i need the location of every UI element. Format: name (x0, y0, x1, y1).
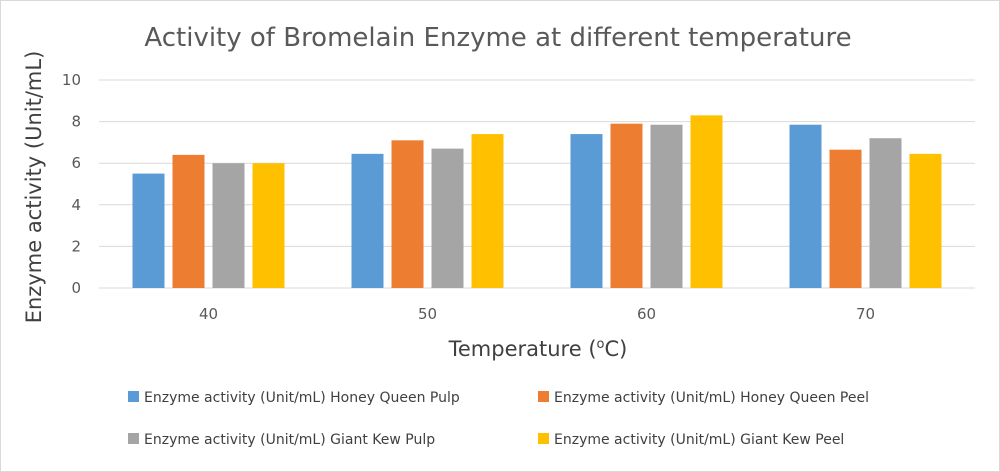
legend-item: Enzyme activity (Unit/mL) Honey Queen Pu… (128, 390, 460, 406)
legend-label: Enzyme activity (Unit/mL) Giant Kew Peel (554, 432, 844, 448)
x-axis-label-main: Temperature ( (448, 337, 597, 361)
bar-series-1-cat-70 (789, 124, 822, 288)
y-tick-label: 6 (71, 154, 81, 172)
bar-series-2-cat-70 (829, 149, 862, 288)
y-tick-label: 8 (71, 113, 81, 131)
x-axis-ticks: 40 50 60 70 (199, 305, 875, 323)
bar-series-3-cat-40 (212, 163, 245, 288)
legend-label: Enzyme activity (Unit/mL) Honey Queen Pe… (554, 390, 869, 406)
legend-swatch (538, 433, 549, 444)
bar-series-3-cat-50 (431, 148, 464, 288)
bar-series-1-cat-40 (132, 173, 165, 288)
gridlines (99, 79, 975, 289)
legend-swatch (538, 391, 549, 402)
x-tick-label: 40 (199, 305, 218, 323)
y-tick-label: 0 (71, 279, 81, 297)
x-axis-label: Temperature (oC) (448, 337, 628, 361)
bar-series-1-cat-50 (351, 153, 384, 288)
bar-series-4-cat-60 (690, 115, 723, 288)
bar-series-1-cat-60 (570, 134, 603, 288)
bar-series-2-cat-40 (172, 154, 205, 288)
legend-label: Enzyme activity (Unit/mL) Giant Kew Pulp (144, 432, 435, 448)
legend-swatch (128, 391, 139, 402)
legend: Enzyme activity (Unit/mL) Honey Queen Pu… (128, 390, 869, 448)
bar-series-2-cat-60 (610, 123, 643, 289)
y-axis-ticks: 0 2 4 6 8 10 (62, 71, 81, 297)
x-axis-label-superscript: o (597, 337, 605, 352)
x-axis-label-suffix: C) (605, 337, 628, 361)
y-tick-label: 2 (71, 237, 81, 255)
bars (132, 115, 942, 289)
y-tick-label: 10 (62, 71, 81, 89)
legend-label: Enzyme activity (Unit/mL) Honey Queen Pu… (144, 390, 460, 406)
legend-item: Enzyme activity (Unit/mL) Honey Queen Pe… (538, 390, 869, 406)
bar-series-4-cat-50 (471, 134, 504, 288)
x-tick-label: 50 (418, 305, 437, 323)
chart-title: Activity of Bromelain Enzyme at differen… (144, 23, 851, 53)
x-tick-label: 60 (637, 305, 656, 323)
bar-series-2-cat-50 (391, 140, 424, 288)
y-tick-label: 4 (71, 196, 81, 214)
bar-series-4-cat-70 (909, 153, 942, 288)
x-tick-label: 70 (856, 305, 875, 323)
legend-item: Enzyme activity (Unit/mL) Giant Kew Pulp (128, 432, 435, 448)
bar-series-4-cat-40 (252, 163, 285, 288)
bar-series-3-cat-60 (650, 124, 683, 288)
legend-item: Enzyme activity (Unit/mL) Giant Kew Peel (538, 432, 844, 448)
bar-series-3-cat-70 (869, 138, 902, 288)
y-axis-label: Enzyme activity (Unit/mL) (22, 51, 46, 324)
legend-swatch (128, 433, 139, 444)
